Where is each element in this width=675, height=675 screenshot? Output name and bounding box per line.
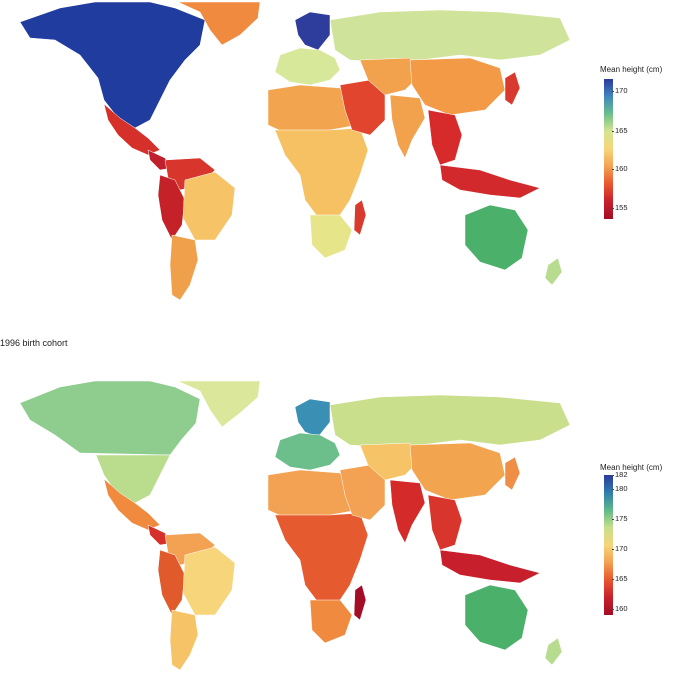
legend-tick: 175	[612, 514, 628, 523]
legend-tick: 160	[612, 604, 628, 613]
region-india	[389, 94, 426, 159]
region-se-asia	[427, 494, 463, 551]
region-japan	[504, 71, 521, 106]
map-regions	[19, 380, 571, 671]
legend-earlier: Mean height (cm) 170 165 160 155	[600, 65, 675, 219]
region-greenland	[177, 1, 261, 46]
region-mexico	[103, 478, 161, 531]
legend-tick: 170	[612, 544, 628, 553]
map-panel-1996: Mean height (cm) 182 180 175 170 165 160	[0, 355, 675, 675]
map-panel-earlier: Mean height (cm) 170 165 160 155	[0, 0, 675, 330]
legend-title: Mean height (cm)	[600, 65, 663, 74]
region-africa	[274, 512, 369, 606]
legend-color-bar	[604, 79, 613, 219]
legend-title: Mean height (cm)	[600, 463, 663, 472]
region-europe-north	[294, 398, 331, 438]
region-central-asia	[359, 442, 421, 481]
region-indonesia	[439, 549, 541, 584]
legend-color-bar	[604, 475, 613, 615]
region-russia	[329, 394, 571, 448]
region-japan	[504, 456, 521, 491]
region-north-america	[19, 380, 201, 456]
region-madagascar	[353, 584, 367, 621]
region-australia	[464, 204, 529, 271]
region-north-america	[19, 1, 206, 129]
region-southern-cone	[169, 234, 199, 301]
legend-tick: 160	[612, 164, 628, 173]
world-map-1996	[19, 380, 571, 671]
region-central-asia	[359, 57, 421, 96]
cohort-title: 1996 birth cohort	[0, 338, 68, 348]
legend-tick: 182	[612, 470, 628, 479]
legend-1996: Mean height (cm) 182 180 175 170 165 160	[600, 463, 675, 615]
region-africa	[274, 127, 369, 221]
region-andes	[157, 549, 186, 616]
world-map-earlier	[19, 1, 571, 301]
region-europe	[274, 47, 341, 86]
region-china	[409, 57, 506, 116]
region-brazil	[182, 546, 236, 616]
region-indonesia	[439, 164, 541, 199]
region-india	[389, 479, 426, 544]
region-africa-south	[309, 599, 353, 644]
region-nz	[544, 257, 563, 286]
region-china	[409, 442, 506, 501]
legend-tick: 155	[612, 203, 628, 212]
legend-tick: 170	[612, 86, 628, 95]
legend-tick: 165	[612, 574, 628, 583]
region-australia	[464, 584, 529, 651]
legend-tick: 180	[612, 484, 628, 493]
region-andes	[157, 174, 186, 241]
region-europe-north	[294, 11, 331, 51]
region-russia	[329, 9, 571, 63]
region-greenland	[177, 380, 261, 428]
region-mexico	[103, 103, 161, 156]
region-brazil	[182, 171, 236, 241]
legend-tick: 165	[612, 126, 628, 135]
region-madagascar	[353, 199, 367, 236]
region-southern-cone	[169, 609, 199, 671]
region-nz	[544, 637, 563, 666]
map-regions	[19, 1, 571, 301]
region-africa-south	[309, 214, 353, 259]
region-europe	[274, 432, 341, 471]
region-se-asia	[427, 109, 463, 166]
region-usa	[95, 454, 171, 504]
